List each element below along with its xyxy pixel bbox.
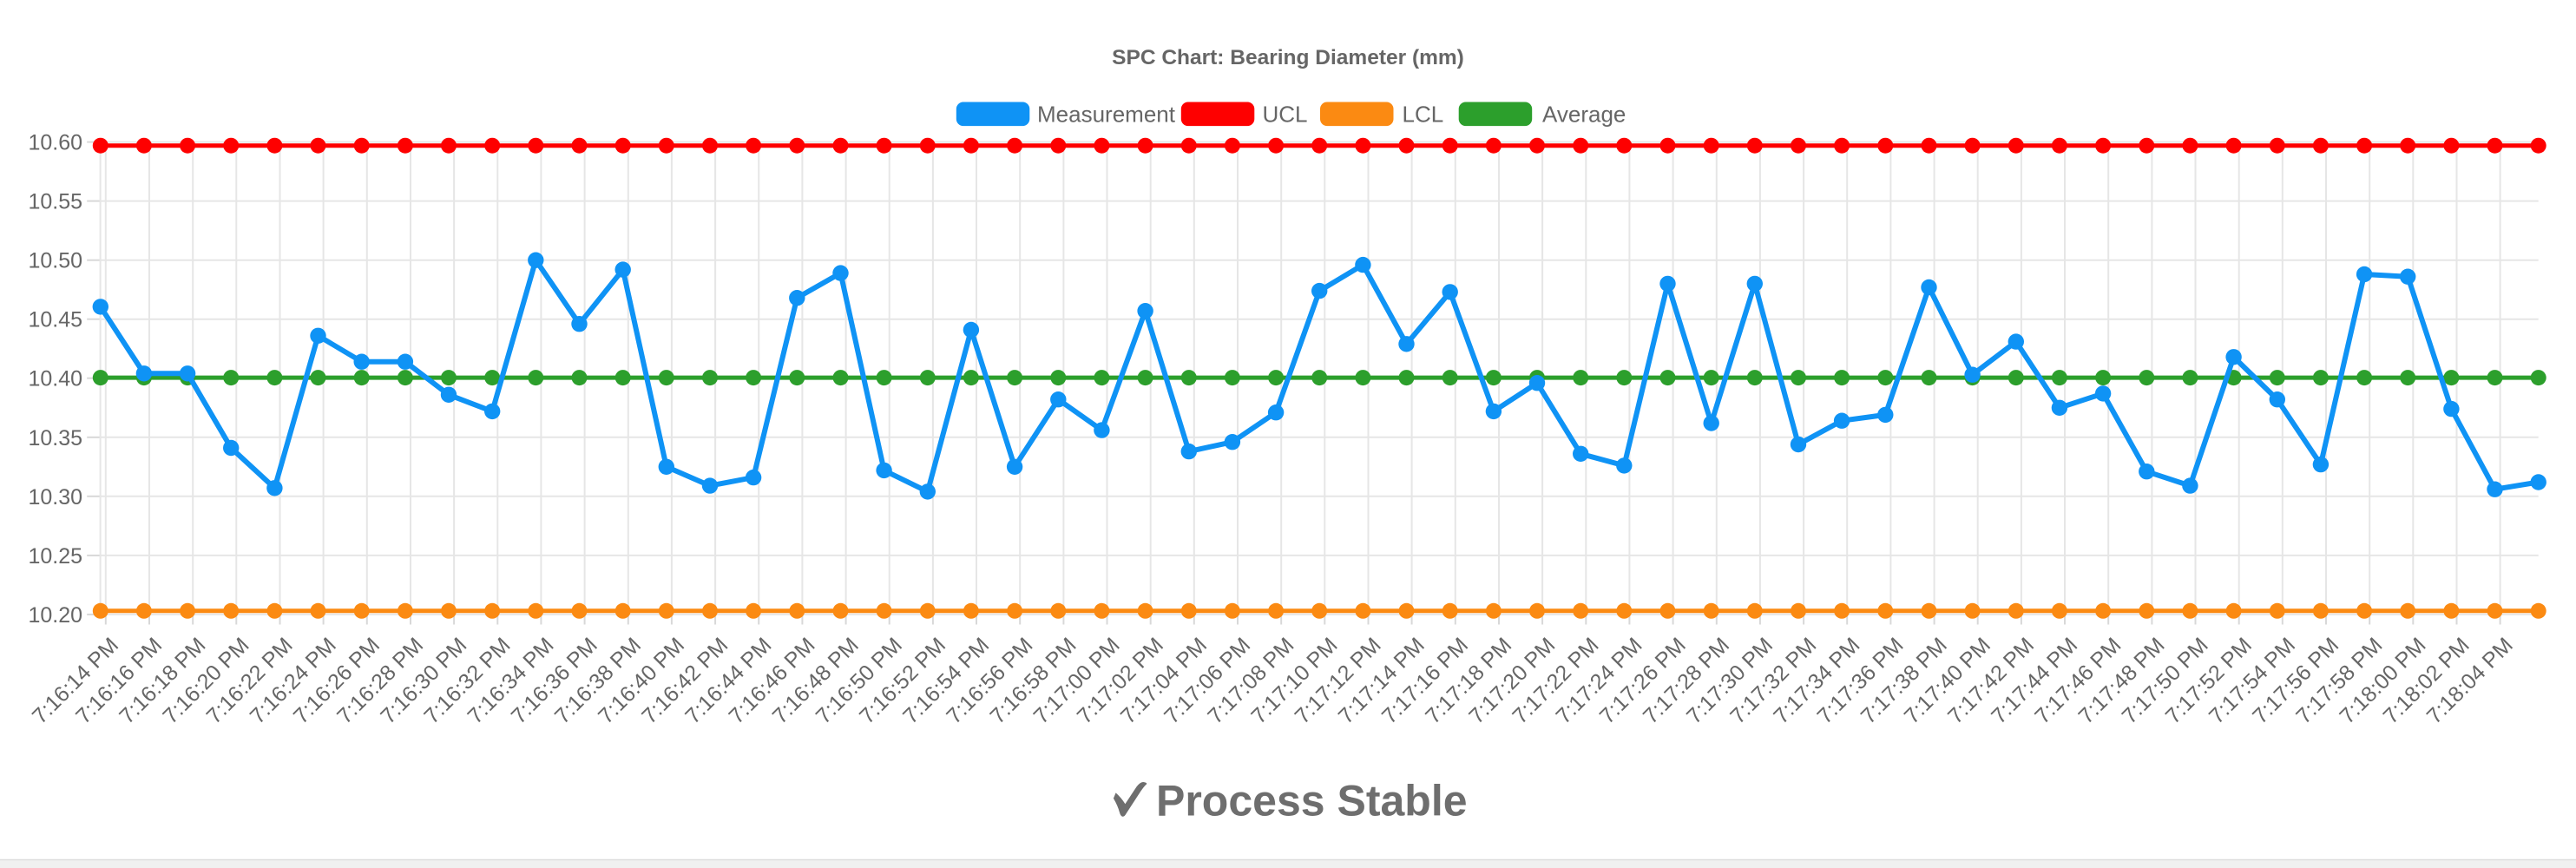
svg-text:Average: Average xyxy=(1542,102,1626,128)
svg-text:10.30: 10.30 xyxy=(28,485,82,510)
svg-text:10.45: 10.45 xyxy=(28,308,82,332)
svg-text:LCL: LCL xyxy=(1403,102,1444,128)
svg-text:10.60: 10.60 xyxy=(28,131,82,155)
svg-text:10.35: 10.35 xyxy=(28,426,82,450)
svg-text:10.50: 10.50 xyxy=(28,249,82,273)
svg-text:10.55: 10.55 xyxy=(28,190,82,214)
svg-text:10.40: 10.40 xyxy=(28,367,82,391)
svg-text:Process Stable: Process Stable xyxy=(1156,777,1468,825)
svg-text:10.20: 10.20 xyxy=(28,603,82,628)
svg-text:10.25: 10.25 xyxy=(28,544,82,569)
svg-text:Measurement: Measurement xyxy=(1037,102,1176,128)
svg-text:UCL: UCL xyxy=(1263,102,1308,128)
svg-text:SPC Chart: Bearing Diameter (m: SPC Chart: Bearing Diameter (mm) xyxy=(1112,46,1464,69)
